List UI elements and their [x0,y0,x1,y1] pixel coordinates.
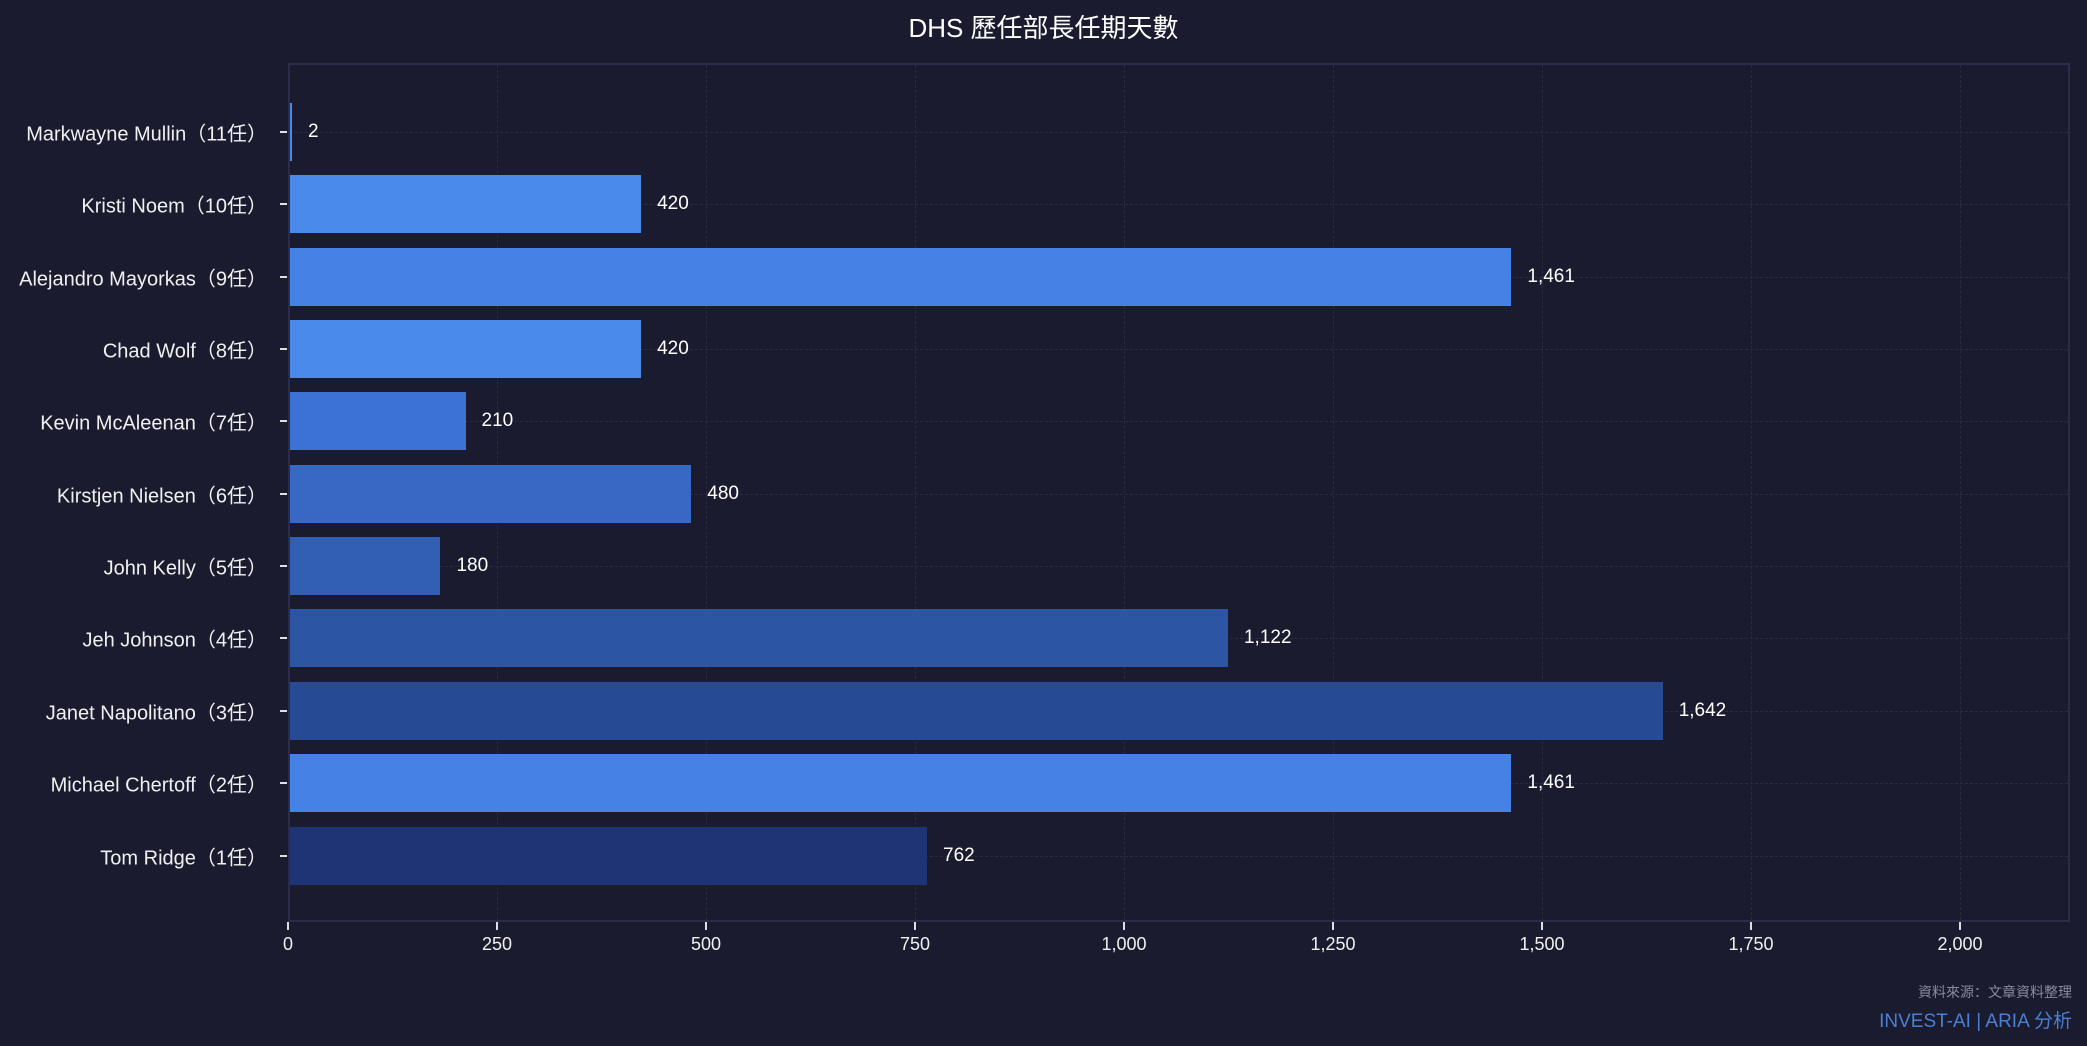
bar-value-label: 1,461 [1527,772,1575,794]
bar [290,320,642,379]
y-category-label: Jeh Johnson（4任） [82,629,267,652]
y-tick [280,709,287,712]
bar [290,392,466,451]
grid-line-vertical [706,65,707,920]
x-tick [1541,922,1543,930]
bar-value-label: 480 [707,482,739,504]
source-note: 資料來源：文章資料整理 [1918,984,2072,1000]
bar [290,103,292,161]
bar [290,754,1512,813]
grid-line-horizontal [290,493,2068,495]
bar-value-label: 1,122 [1243,627,1292,649]
x-tick-label: 750 [899,934,931,954]
bar-value-label: 2 [308,121,319,142]
y-category-label: Kristi Noem（10任） [81,195,267,218]
y-category-label: Markwayne Mullin（11任） [26,123,267,146]
y-category-label: Michael Chertoff（2任） [50,774,267,797]
grid-line-vertical [1333,65,1334,920]
grid-line-horizontal [290,132,2068,133]
y-tick [280,203,287,206]
x-tick [914,922,916,930]
y-tick [280,420,287,423]
grid-line-vertical [1542,65,1543,920]
grid-line-vertical [1960,65,1961,920]
bar-value-label: 1,461 [1527,265,1575,287]
bar-value-label: 210 [481,410,514,432]
grid-line-horizontal [290,421,2068,423]
bar-value-label: 762 [943,844,975,866]
y-category-label: Kevin McAleenan（7任） [40,412,267,435]
chart-title: DHS 歷任部長任期天數 [908,13,1179,43]
bar-value-label: 420 [657,193,689,215]
x-tick [705,922,707,930]
bar [290,175,642,234]
bar [290,247,1512,306]
x-tick [1750,922,1752,930]
bar [290,609,1228,668]
x-tick-label: 1,000 [1101,934,1147,954]
x-tick [287,922,289,930]
x-tick-label: 500 [690,934,722,954]
y-tick [280,565,287,568]
grid-line-horizontal [290,566,2068,568]
x-tick [1959,922,1961,930]
y-tick [280,275,287,278]
y-category-label: Chad Wolf（8任） [102,340,267,363]
x-tick-label: 250 [481,934,513,954]
y-tick [280,348,287,351]
y-tick [280,854,287,857]
bar-value-label: 180 [456,555,489,577]
x-tick [1123,922,1125,930]
y-tick [280,131,287,133]
x-tick-label: 2,000 [1937,934,1983,954]
x-tick [1332,922,1334,930]
plot-area: 2 420 1,461 420 210 480 180 1,122 1,642 1,461 762 [288,63,2070,922]
bar [290,537,441,596]
y-tick [280,782,287,785]
bar [290,681,1663,740]
y-category-label: Tom Ridge（1任） [100,847,267,869]
y-category-label: John Kelly（5任） [103,557,267,580]
y-category-label: Janet Napolitano（3任） [45,702,267,725]
grid-line-vertical [1751,65,1752,920]
grid-line-horizontal [290,349,2068,351]
y-tick [280,492,287,495]
x-tick-label: 1,250 [1310,934,1356,954]
x-tick [496,922,498,930]
grid-line-horizontal [290,204,2068,206]
grid-line-vertical [915,65,916,920]
y-tick [280,637,287,640]
bar-value-label: 420 [657,338,689,360]
bar [290,464,692,523]
x-tick-label: 1,500 [1519,934,1565,954]
brand-watermark: INVEST-AI | ARIA 分析 [1879,1011,2072,1032]
x-tick-label: 1,750 [1728,934,1774,954]
y-category-label: Kirstjen Nielsen（6任） [56,485,267,508]
grid-line-horizontal [290,855,2068,857]
bar-value-label: 1,642 [1678,699,1727,721]
x-tick-label: 0 [282,934,294,954]
grid-line-vertical [1124,65,1125,920]
bar [290,826,928,885]
y-category-label: Alejandro Mayorkas（9任） [19,268,267,291]
